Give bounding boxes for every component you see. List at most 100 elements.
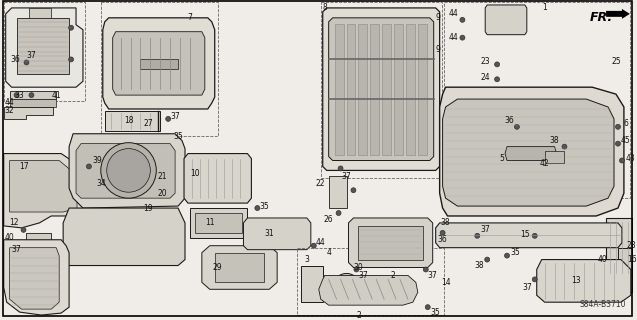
Polygon shape	[63, 208, 185, 266]
Text: 38: 38	[475, 261, 484, 270]
Polygon shape	[4, 107, 54, 119]
Text: 37: 37	[11, 245, 22, 254]
Text: 35: 35	[259, 202, 269, 211]
Text: 9: 9	[435, 45, 440, 54]
Polygon shape	[27, 233, 51, 256]
Text: 15: 15	[520, 230, 529, 239]
Circle shape	[101, 143, 156, 198]
Polygon shape	[202, 246, 277, 289]
Polygon shape	[537, 260, 631, 302]
Polygon shape	[10, 248, 59, 309]
Circle shape	[166, 136, 171, 141]
Text: 39: 39	[92, 156, 102, 165]
Text: 23: 23	[480, 57, 490, 66]
Polygon shape	[4, 154, 83, 228]
Text: 29: 29	[213, 263, 222, 272]
Bar	[297, 248, 443, 315]
Text: 10: 10	[190, 169, 200, 178]
Polygon shape	[418, 24, 427, 155]
Polygon shape	[301, 266, 323, 302]
Text: 5: 5	[499, 154, 505, 163]
Circle shape	[494, 62, 499, 67]
Text: FR.: FR.	[590, 11, 613, 24]
Polygon shape	[69, 134, 185, 208]
Circle shape	[21, 243, 26, 248]
Text: 12: 12	[9, 219, 18, 228]
Text: 37: 37	[27, 51, 36, 60]
Circle shape	[562, 144, 567, 149]
Text: S84A-B3710: S84A-B3710	[580, 300, 626, 309]
Text: 38: 38	[550, 136, 559, 145]
Bar	[321, 2, 441, 178]
Circle shape	[533, 277, 537, 282]
Polygon shape	[215, 253, 264, 282]
Text: 42: 42	[540, 159, 550, 168]
Text: 38: 38	[441, 219, 450, 228]
Polygon shape	[370, 24, 379, 155]
Text: 1: 1	[542, 4, 547, 12]
Text: 37: 37	[341, 172, 352, 181]
Circle shape	[619, 158, 624, 163]
Circle shape	[354, 267, 359, 272]
Text: 35: 35	[431, 308, 441, 316]
Polygon shape	[318, 276, 418, 305]
Text: 44: 44	[316, 238, 326, 247]
Polygon shape	[113, 32, 205, 95]
Text: 37: 37	[428, 271, 438, 280]
Text: 32: 32	[5, 107, 15, 116]
Text: 45: 45	[621, 136, 631, 145]
Text: 6: 6	[624, 119, 628, 128]
Circle shape	[460, 17, 465, 22]
Polygon shape	[618, 248, 632, 292]
Text: 25: 25	[611, 57, 621, 66]
Polygon shape	[323, 8, 440, 171]
Polygon shape	[348, 218, 433, 268]
Text: 36: 36	[504, 116, 514, 125]
Polygon shape	[17, 18, 69, 74]
Circle shape	[485, 257, 490, 262]
Text: 18: 18	[124, 116, 133, 125]
Circle shape	[615, 141, 620, 146]
Text: 44: 44	[448, 33, 459, 42]
Polygon shape	[243, 218, 311, 250]
Text: 36: 36	[11, 55, 20, 64]
Circle shape	[69, 25, 73, 30]
Text: 13: 13	[571, 276, 581, 285]
Circle shape	[107, 148, 150, 192]
Text: 35: 35	[510, 248, 520, 257]
Polygon shape	[440, 87, 624, 216]
Text: 37: 37	[480, 225, 490, 234]
Circle shape	[87, 164, 91, 169]
Polygon shape	[394, 24, 403, 155]
Text: 44: 44	[448, 9, 459, 18]
Bar	[443, 2, 630, 198]
Circle shape	[608, 263, 613, 268]
Text: 37: 37	[522, 283, 532, 292]
Text: 20: 20	[157, 189, 167, 198]
Circle shape	[533, 233, 537, 238]
Text: 8: 8	[322, 4, 327, 12]
Polygon shape	[6, 8, 83, 87]
Circle shape	[21, 228, 26, 232]
Polygon shape	[443, 99, 614, 206]
Circle shape	[351, 188, 356, 193]
Text: 35: 35	[173, 132, 183, 141]
Circle shape	[69, 57, 73, 62]
Circle shape	[14, 92, 19, 98]
Polygon shape	[195, 213, 243, 233]
Polygon shape	[406, 24, 415, 155]
Polygon shape	[329, 18, 434, 161]
Text: 30: 30	[354, 263, 363, 272]
Circle shape	[515, 124, 519, 129]
Polygon shape	[184, 154, 252, 203]
Circle shape	[29, 92, 34, 98]
Polygon shape	[606, 218, 632, 277]
Polygon shape	[359, 226, 423, 260]
Text: 2: 2	[390, 271, 396, 280]
Text: 16: 16	[627, 255, 636, 264]
Circle shape	[475, 233, 480, 238]
Polygon shape	[10, 161, 77, 212]
Text: 11: 11	[205, 219, 215, 228]
Text: 14: 14	[441, 278, 450, 287]
Polygon shape	[104, 111, 161, 131]
